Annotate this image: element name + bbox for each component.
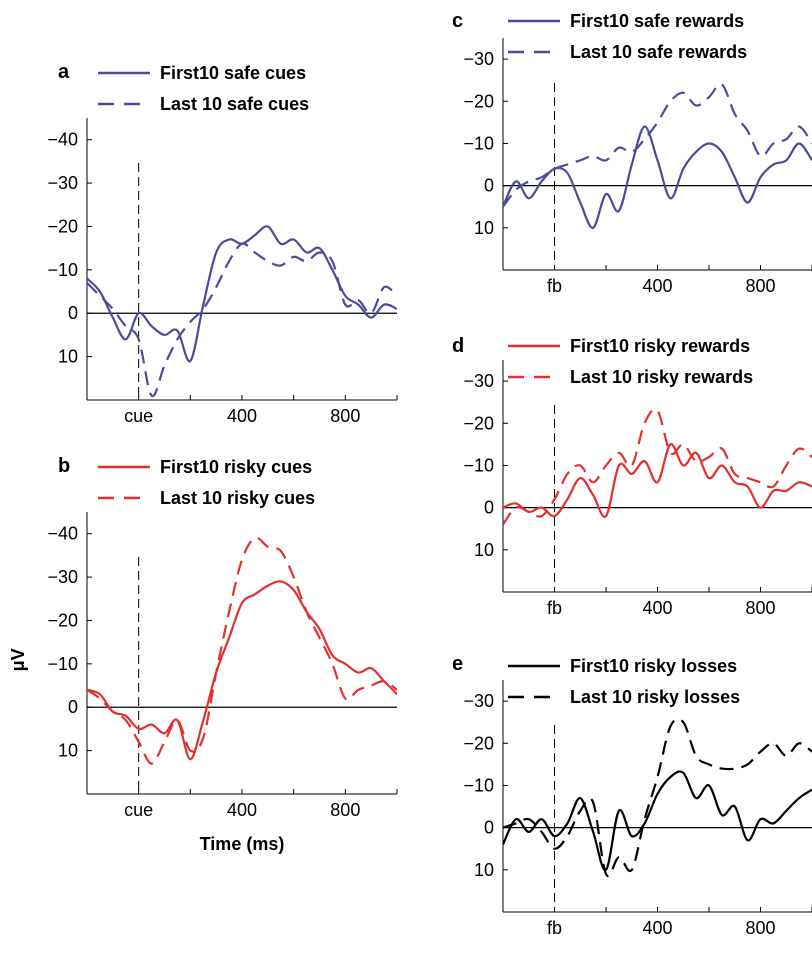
x-tick-label: fb [547,918,562,938]
panel-e: fb 400 800 −30 −20 −10 0 10 e First10 risky losse… [452,653,812,938]
legend-label: First10 risky losses [570,656,737,676]
y-tick-label: 10 [474,540,494,560]
y-tick-label: −20 [463,733,494,753]
y-tick-label: −10 [463,455,494,475]
x-tick-label: cue [124,406,153,426]
y-tick-label: −20 [47,216,78,236]
y-tick-label: −30 [463,49,494,69]
legend-label: First10 risky cues [160,457,312,477]
panel-d: fb 400 800 −30 −20 −10 0 10 d First10 risky rewar… [452,335,812,618]
series-line-first10 [503,125,812,229]
panel-label: d [452,335,464,357]
series-line-last10 [87,536,397,765]
series-line-last10 [503,408,812,526]
x-tick-label: 400 [642,276,672,296]
x-tick-label: cue [124,800,153,820]
series-group [503,717,812,878]
y-tick-label: 10 [474,860,494,880]
y-tick-label: −10 [463,133,494,153]
x-tick-label: 400 [227,406,257,426]
y-tick-label: 0 [68,697,78,717]
x-tick-label: fb [547,276,562,296]
series-line-last10 [503,717,812,878]
panel-label: b [58,455,70,477]
y-tick-label: −10 [47,260,78,280]
y-tick-label: −40 [47,130,78,150]
x-tick-label: 400 [642,598,672,618]
panel-b: cue 400 800 −40 −30 −20 −10 0 10 b First10 risky c… [8,455,398,854]
legend-label: Last 10 risky losses [570,687,740,707]
series-group [503,408,812,526]
legend-label: Last 10 safe rewards [570,42,747,62]
x-tick-label: 400 [227,800,257,820]
x-axis-label: Time (ms) [200,834,285,854]
y-tick-label: −30 [463,371,494,391]
series-group [503,82,812,229]
series-line-first10 [503,443,812,518]
y-tick-label: −40 [47,524,78,544]
legend-label: Last 10 risky rewards [570,367,753,387]
y-tick-label: 0 [484,498,494,518]
y-tick-label: −30 [463,691,494,711]
x-tick-label: 800 [330,800,360,820]
y-tick-label: 0 [484,818,494,838]
legend-label: First10 risky rewards [570,336,750,356]
legend-label: First10 safe rewards [570,11,744,31]
series-group [87,536,397,765]
y-tick-label: −20 [463,91,494,111]
y-axis-label: μV [8,648,28,671]
series-line-first10 [87,580,397,761]
y-tick-label: 10 [474,218,494,238]
y-tick-label: 10 [58,741,78,761]
y-tick-label: 0 [484,176,494,196]
y-tick-label: 0 [68,303,78,323]
series-line-last10 [503,82,812,208]
panel-label: e [452,653,463,675]
x-tick-label: 800 [330,406,360,426]
panel-c: fb 400 800 −30 −20 −10 0 10 c First10 safe reward… [452,10,812,296]
y-tick-label: −30 [47,173,78,193]
y-tick-label: −10 [47,654,78,674]
panel-a: cue 400 800 −40 −30 −20 −10 0 10 a First10 safe cu… [47,61,398,426]
y-tick-label: −30 [47,567,78,587]
panel-label: c [452,10,463,32]
series-line-last10 [87,242,397,398]
series-line-first10 [503,770,812,871]
x-tick-label: 800 [745,598,775,618]
x-tick-label: 400 [642,918,672,938]
legend-label: Last 10 risky cues [160,488,315,508]
series-line-first10 [87,225,397,363]
series-group [87,225,397,398]
y-tick-label: −10 [463,775,494,795]
x-tick-label: 800 [745,276,775,296]
y-tick-label: −20 [47,610,78,630]
x-tick-label: fb [547,598,562,618]
x-tick-label: 800 [745,918,775,938]
y-tick-label: −20 [463,413,494,433]
panel-label: a [58,61,70,83]
y-tick-label: 10 [58,347,78,367]
legend-label: Last 10 safe cues [160,94,309,114]
legend-label: First10 safe cues [160,63,306,83]
